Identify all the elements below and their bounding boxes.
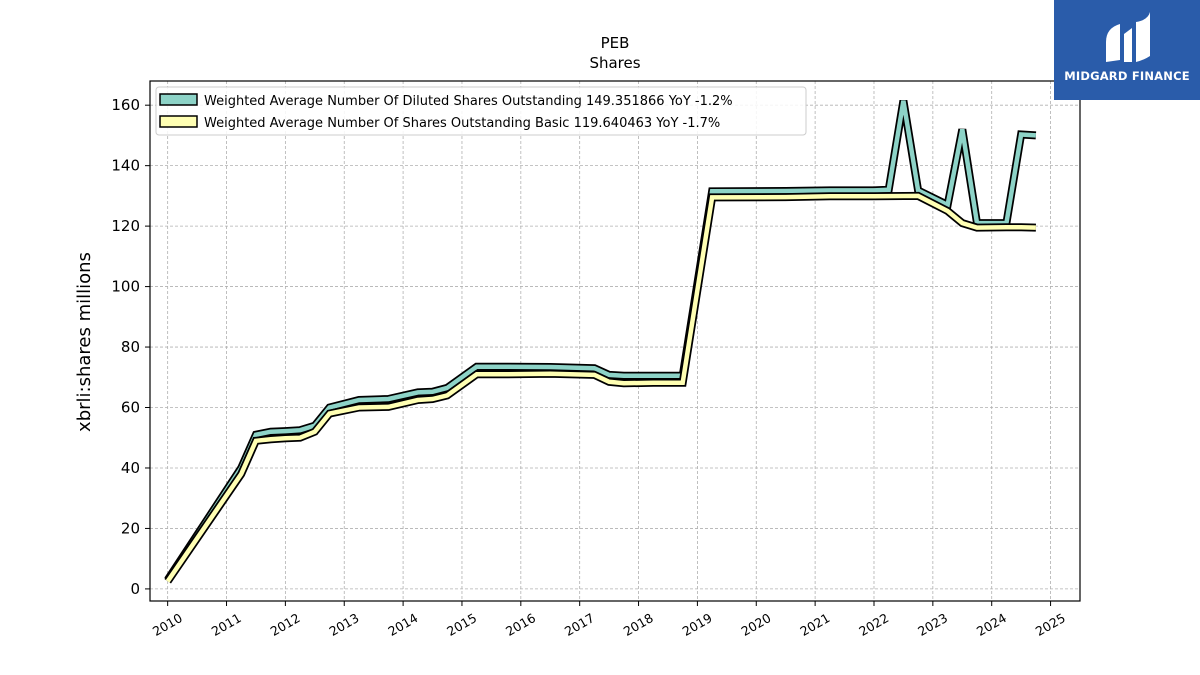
- y-tick-label: 60: [121, 399, 140, 417]
- y-tick-label: 0: [130, 580, 140, 598]
- plot-frame: [149, 80, 1081, 602]
- y-axis-label: xbrli:shares millions: [74, 252, 95, 432]
- y-tick-label: 120: [111, 217, 140, 235]
- x-tick-label: 2024: [974, 610, 1009, 639]
- y-tick-label: 100: [111, 278, 140, 296]
- x-tick-label: 2025: [1033, 610, 1068, 639]
- series-1-outline: [164, 100, 1037, 582]
- x-tick-label: 2016: [503, 610, 538, 639]
- y-tick-label: 80: [121, 338, 140, 356]
- grid: [150, 81, 1080, 601]
- x-tick-label: 2010: [150, 610, 185, 639]
- x-tick-label: 2011: [209, 610, 244, 639]
- brand-logo: MIDGARD FINANCE: [1054, 0, 1200, 100]
- legend-swatch-1: [159, 93, 198, 106]
- legend-box: [155, 86, 807, 136]
- legend-label-1: Weighted Average Number Of Diluted Share…: [204, 94, 733, 109]
- logo-text: MIDGARD FINANCE: [1064, 69, 1190, 83]
- chart-subtitle: Shares: [589, 54, 640, 72]
- series-1-line: [165, 100, 1037, 582]
- legend-swatch-2: [159, 115, 198, 128]
- chart-title: PEB: [601, 34, 630, 52]
- logo-mark-icon: [1106, 12, 1150, 62]
- x-tick-label: 2022: [856, 610, 891, 639]
- x-tick-label: 2020: [738, 610, 773, 639]
- x-tick-label: 2023: [915, 610, 950, 639]
- x-tick-label: 2015: [444, 610, 479, 639]
- x-tick-label: 2019: [680, 610, 715, 639]
- y-tick-label: 140: [111, 157, 140, 175]
- series-layer: [164, 100, 1037, 584]
- x-tick-label: 2012: [268, 610, 303, 639]
- x-tick-label: 2014: [385, 610, 420, 639]
- legend[interactable]: Weighted Average Number Of Diluted Share…: [155, 86, 807, 136]
- x-tick-label: 2018: [621, 610, 656, 639]
- y-tick-label: 20: [121, 519, 140, 537]
- y-tick-label: 160: [111, 96, 140, 114]
- series-2-line: [165, 193, 1036, 583]
- x-tick-label: 2021: [797, 610, 832, 639]
- x-tick-label: 2017: [562, 610, 597, 639]
- legend-label-2: Weighted Average Number Of Shares Outsta…: [204, 116, 720, 131]
- y-tick-label: 40: [121, 459, 140, 477]
- series-2-outline: [164, 191, 1036, 584]
- x-tick-label: 2013: [326, 610, 361, 639]
